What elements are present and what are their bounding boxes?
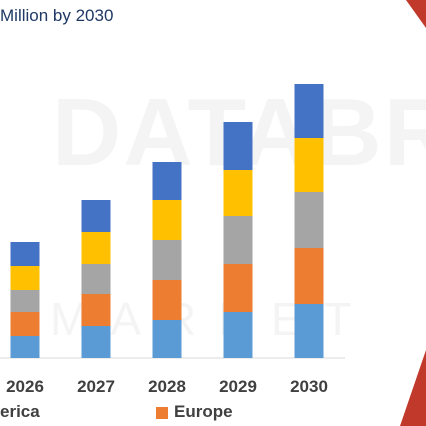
bar-2026-segment-0 (10, 336, 40, 358)
x-tick-label-2028: 2028 (148, 377, 186, 396)
accent-stripe-top (406, 0, 426, 28)
bar-2026-segment-3 (10, 266, 40, 290)
bar-2029-segment-0 (223, 312, 253, 358)
bar-2030-segment-0 (294, 304, 324, 358)
bar-2030-segment-1 (294, 248, 324, 304)
bar-2026-segment-4 (10, 242, 40, 266)
bar-2030-segment-3 (294, 138, 324, 192)
bar-2029-segment-4 (223, 122, 253, 170)
bar-2027-segment-3 (81, 232, 111, 264)
x-tick-label-2029: 2029 (219, 377, 257, 396)
bar-2029-segment-3 (223, 170, 253, 216)
legend-label-1: Europe (174, 402, 233, 421)
legend-item-0: erica (0, 402, 40, 422)
chart-title-line2: Million by 2030 (0, 6, 114, 25)
x-tick-label-2026: 2026 (6, 377, 44, 396)
bar-2028-segment-1 (152, 280, 182, 320)
bar-2030-segment-4 (294, 84, 324, 138)
legend-swatch-1 (156, 406, 168, 419)
bar-2028-segment-4 (152, 162, 182, 200)
bar-2028-segment-0 (152, 320, 182, 358)
bar-2027-segment-0 (81, 326, 111, 358)
bar-2026-segment-1 (10, 312, 40, 336)
bar-2030-segment-2 (294, 192, 324, 248)
bar-2026-segment-2 (10, 290, 40, 312)
legend-label-0: erica (0, 402, 40, 421)
x-tick-label-2027: 2027 (77, 377, 115, 396)
bar-2027-segment-1 (81, 294, 111, 326)
bar-2028-segment-2 (152, 240, 182, 280)
bar-2029-segment-1 (223, 264, 253, 312)
bar-2028-segment-3 (152, 200, 182, 240)
legend-item-1: Europe (156, 402, 233, 422)
accent-stripe-bottom (400, 350, 426, 426)
bar-2027-segment-4 (81, 200, 111, 232)
x-tick-label-2030: 2030 (290, 377, 328, 396)
bar-2027-segment-2 (81, 264, 111, 294)
bar-2029-segment-2 (223, 216, 253, 264)
